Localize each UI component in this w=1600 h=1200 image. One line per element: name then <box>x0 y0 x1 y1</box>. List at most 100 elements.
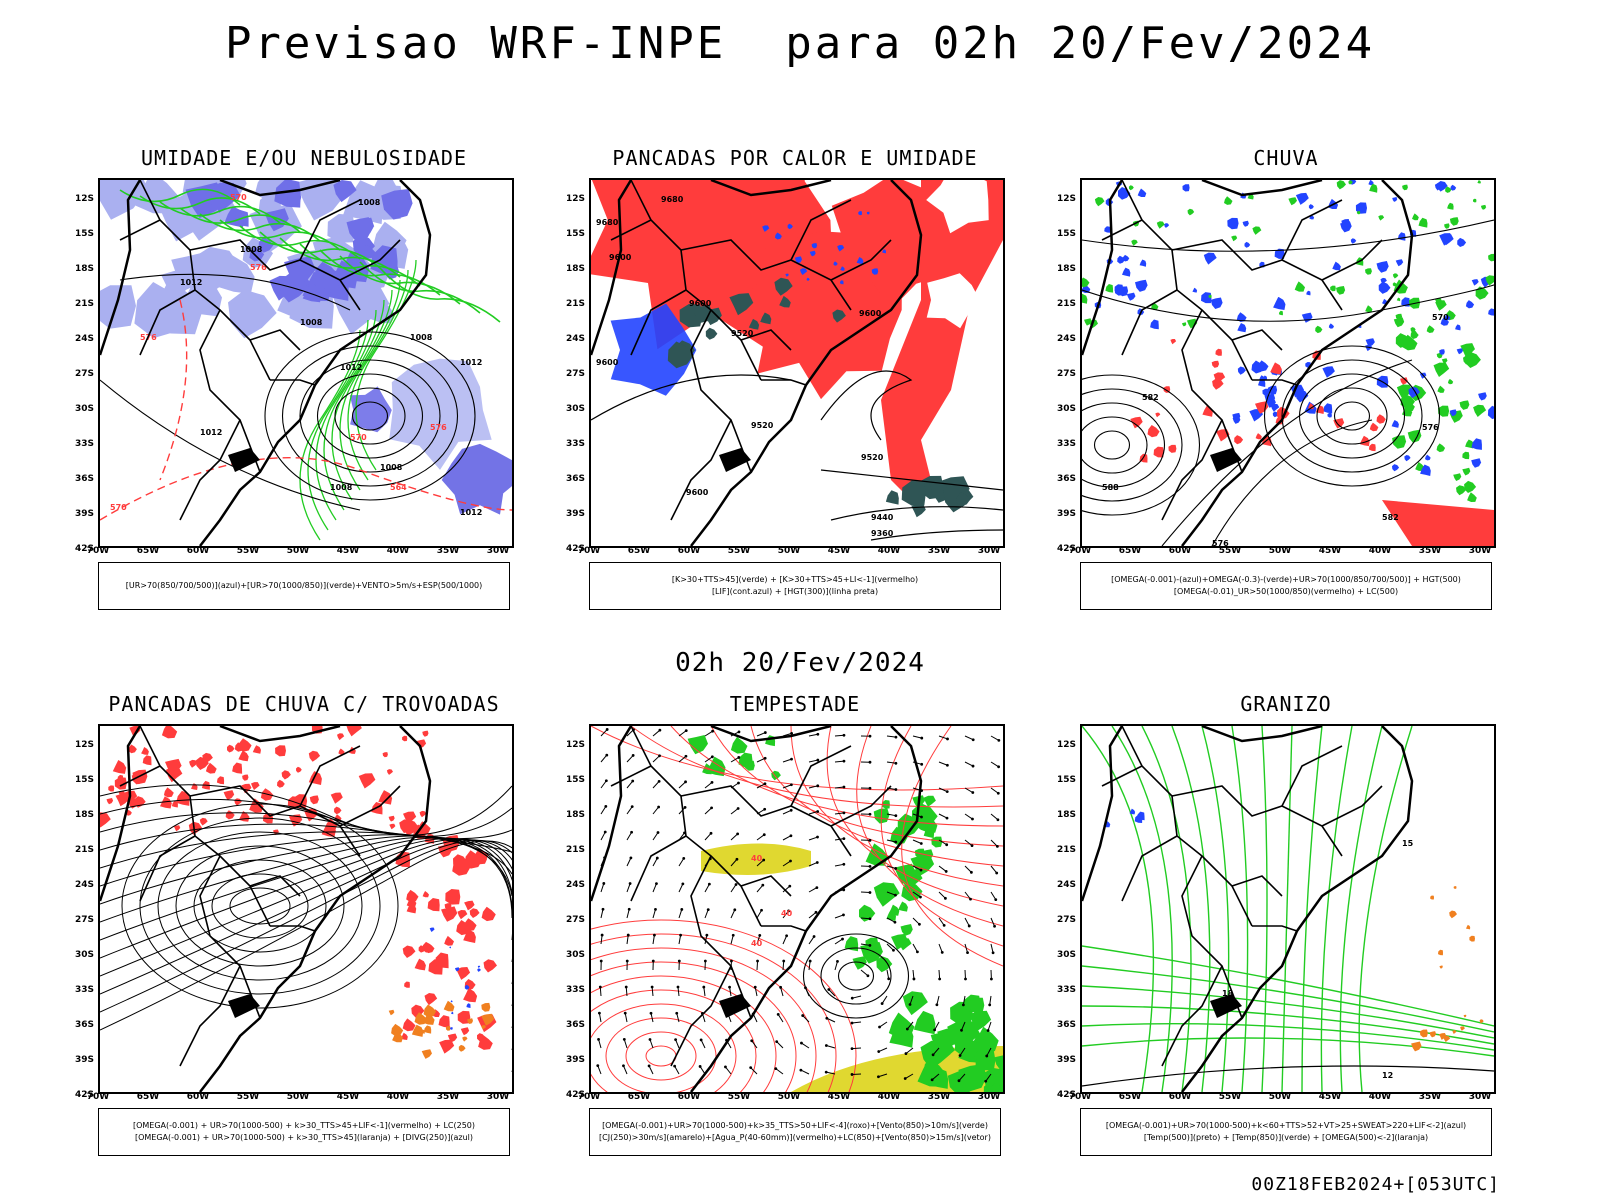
longitude-tick-label: 50W <box>286 546 310 556</box>
longitude-tick-label: 65W <box>627 1092 651 1102</box>
latitude-tick-label: 18S <box>1056 810 1076 820</box>
streamlines <box>802 933 910 1019</box>
longitude-tick-label: 60W <box>1168 1092 1192 1102</box>
latitude-tick-label: 30S <box>74 404 94 414</box>
panel-legend-caption: [OMEGA(-0.001)-(azul)+OMEGA(-0.3)-(verde… <box>1080 562 1492 610</box>
latitude-tick-label: 36S <box>1056 474 1076 484</box>
longitude-tick-label: 55W <box>236 546 260 556</box>
latitude-tick-label: 12S <box>74 194 94 204</box>
longitude-tick-label: 35W <box>436 546 460 556</box>
latitude-tick-label: 36S <box>565 474 585 484</box>
panel-title: TEMPESTADE <box>729 692 861 716</box>
longitude-tick-label: 35W <box>436 1092 460 1102</box>
contour-label: 9600 <box>859 309 882 318</box>
latitude-tick-label: 36S <box>1056 1020 1076 1030</box>
panel-legend-caption: [OMEGA(-0.001)+UR>70(1000-500)+k<60+TTS>… <box>1080 1108 1492 1156</box>
longitude-tick-label: 65W <box>1118 1092 1142 1102</box>
latitude-tick-label: 18S <box>74 264 94 274</box>
valid-time-label: 02h 20/Fev/2024 <box>675 648 925 678</box>
longitude-tick-label: 65W <box>136 1092 160 1102</box>
latitude-tick-label: 21S <box>1056 845 1076 855</box>
longitude-tick-label: 65W <box>627 546 651 556</box>
longitude-tick-label: 30W <box>486 1092 510 1102</box>
longitude-tick-label: 30W <box>486 546 510 556</box>
latitude-tick-label: 12S <box>565 740 585 750</box>
longitude-tick-label: 55W <box>727 1092 751 1102</box>
longitude-tick-label: 45W <box>1318 1092 1342 1102</box>
longitude-tick-label: 30W <box>977 546 1001 556</box>
latitude-tick-label: 27S <box>74 369 94 379</box>
latitude-tick-label: 39S <box>74 509 94 519</box>
panel-title: PANCADAS POR CALOR E UMIDADE <box>612 146 978 170</box>
streamlines <box>1263 345 1441 487</box>
longitude-tick-label: 70W <box>577 1092 601 1102</box>
longitude-tick-label: 50W <box>777 546 801 556</box>
latitude-tick-label: 33S <box>565 439 585 449</box>
panel-legend-caption: [OMEGA(-0.001) + UR>70(1000-500) + k>30_… <box>98 1108 510 1156</box>
contour-label: 570 <box>110 503 127 512</box>
latitude-tick-label: 18S <box>565 264 585 274</box>
contour-label: 570 <box>230 193 247 202</box>
caption-line: [OMEGA(-0.001) + UR>70(1000-500) + k>30_… <box>134 1133 474 1142</box>
longitude-tick-label: 40W <box>877 546 901 556</box>
wind-vectors <box>596 728 1001 1083</box>
latitude-tick-label: 42S <box>1056 544 1076 554</box>
latitude-tick-label: 21S <box>565 845 585 855</box>
streamlines <box>1082 219 1494 546</box>
panel-legend-caption: [K>30+TTS>45](verde) + [K>30+TTS>45+LI<-… <box>589 562 1001 610</box>
latitude-tick-label: 15S <box>565 775 585 785</box>
longitude-tick-label: 35W <box>927 1092 951 1102</box>
forecast-map: 12 18 15 <box>1080 724 1496 1094</box>
latitude-tick-label: 27S <box>1056 915 1076 925</box>
contour-label: 40 <box>781 909 793 918</box>
longitude-tick-label: 40W <box>386 546 410 556</box>
latitude-tick-label: 33S <box>74 439 94 449</box>
longitude-tick-label: 45W <box>1318 546 1342 556</box>
contour-label: 9360 <box>871 529 894 538</box>
latitude-tick-label: 33S <box>565 985 585 995</box>
caption-line: [K>30+TTS>45](verde) + [K>30+TTS>45+LI<-… <box>671 575 919 584</box>
latitude-tick-label: 30S <box>565 404 585 414</box>
latitude-tick-label: 24S <box>565 880 585 890</box>
map-base <box>591 726 923 1092</box>
contour-label: 1012 <box>460 358 482 367</box>
map-base <box>100 726 432 1092</box>
latitude-tick-label: 15S <box>74 229 94 239</box>
longitude-tick-label: 30W <box>977 1092 1001 1102</box>
caption-line: [UR>70(850/700/500)](azul)+[UR>70(1000/8… <box>125 581 483 590</box>
caption-line: [OMEGA(-0.001)-(azul)+OMEGA(-0.3)-(verde… <box>1111 575 1461 584</box>
longitude-tick-label: 70W <box>86 1092 110 1102</box>
latitude-tick-label: 42S <box>74 1090 94 1100</box>
contour-label: 15 <box>1402 839 1414 848</box>
latitude-tick-label: 42S <box>74 544 94 554</box>
longitude-tick-label: 60W <box>677 1092 701 1102</box>
map-base <box>1082 726 1414 1092</box>
longitude-tick-label: 60W <box>1168 546 1192 556</box>
latitude-tick-label: 12S <box>74 740 94 750</box>
longitude-tick-label: 65W <box>136 546 160 556</box>
latitude-tick-label: 30S <box>565 950 585 960</box>
latitude-tick-label: 24S <box>74 334 94 344</box>
map-base <box>591 180 923 546</box>
contour-label: 1012 <box>180 278 202 287</box>
longitude-tick-label: 65W <box>1118 546 1142 556</box>
latitude-tick-label: 33S <box>1056 439 1076 449</box>
contour-label: 9520 <box>751 421 774 430</box>
latitude-tick-label: 33S <box>74 985 94 995</box>
streamlines <box>100 273 476 511</box>
longitude-tick-label: 35W <box>1418 1092 1442 1102</box>
latitude-tick-label: 42S <box>565 1090 585 1100</box>
contour-label: 9680 <box>661 195 684 204</box>
longitude-tick-label: 55W <box>236 1092 260 1102</box>
longitude-tick-label: 50W <box>777 1092 801 1102</box>
panel-legend-caption: [UR>70(850/700/500)](azul)+[UR>70(1000/8… <box>98 562 510 610</box>
latitude-tick-label: 39S <box>1056 509 1076 519</box>
longitude-tick-label: 70W <box>1068 1092 1092 1102</box>
contour-label: 12 <box>1382 1071 1393 1080</box>
latitude-tick-label: 36S <box>74 1020 94 1030</box>
contour-label: 1008 <box>410 333 433 342</box>
contour-label: 9600 <box>596 358 619 367</box>
longitude-tick-label: 35W <box>1418 546 1442 556</box>
run-time-label: 00Z18FEB2024+[053UTC] <box>1251 1174 1500 1195</box>
longitude-tick-label: 40W <box>1368 546 1392 556</box>
